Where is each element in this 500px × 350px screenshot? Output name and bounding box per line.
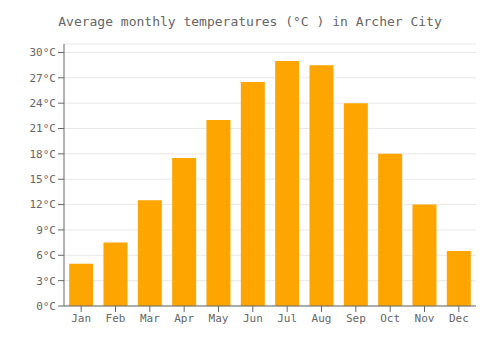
svg-text:Dec: Dec bbox=[449, 312, 469, 325]
svg-text:May: May bbox=[209, 312, 229, 325]
svg-text:Jan: Jan bbox=[71, 312, 91, 325]
svg-text:0°C: 0°C bbox=[36, 300, 56, 313]
svg-text:Sep: Sep bbox=[346, 312, 366, 325]
svg-text:Nov: Nov bbox=[415, 312, 435, 325]
svg-text:Aug: Aug bbox=[312, 312, 332, 325]
svg-text:18°C: 18°C bbox=[30, 148, 57, 161]
svg-text:Oct: Oct bbox=[380, 312, 400, 325]
svg-text:24°C: 24°C bbox=[30, 97, 57, 110]
svg-text:9°C: 9°C bbox=[36, 224, 56, 237]
svg-text:Apr: Apr bbox=[174, 312, 194, 325]
html-text:Average monthly temperatures (: Average monthly temperatures (°C ) in Ar… bbox=[58, 14, 442, 29]
svg-text:Jul: Jul bbox=[277, 312, 297, 325]
svg-text:15°C: 15°C bbox=[30, 173, 57, 186]
svg-text:12°C: 12°C bbox=[30, 198, 57, 211]
svg-text:3°C: 3°C bbox=[36, 275, 56, 288]
svg-text:30°C: 30°C bbox=[30, 46, 57, 59]
svg-text:21°C: 21°C bbox=[30, 122, 57, 135]
svg-text:6°C: 6°C bbox=[36, 249, 56, 262]
svg-text:Jun: Jun bbox=[243, 312, 263, 325]
svg-text:Mar: Mar bbox=[140, 312, 160, 325]
svg-text:27°C: 27°C bbox=[30, 72, 57, 85]
svg-text:Feb: Feb bbox=[106, 312, 126, 325]
